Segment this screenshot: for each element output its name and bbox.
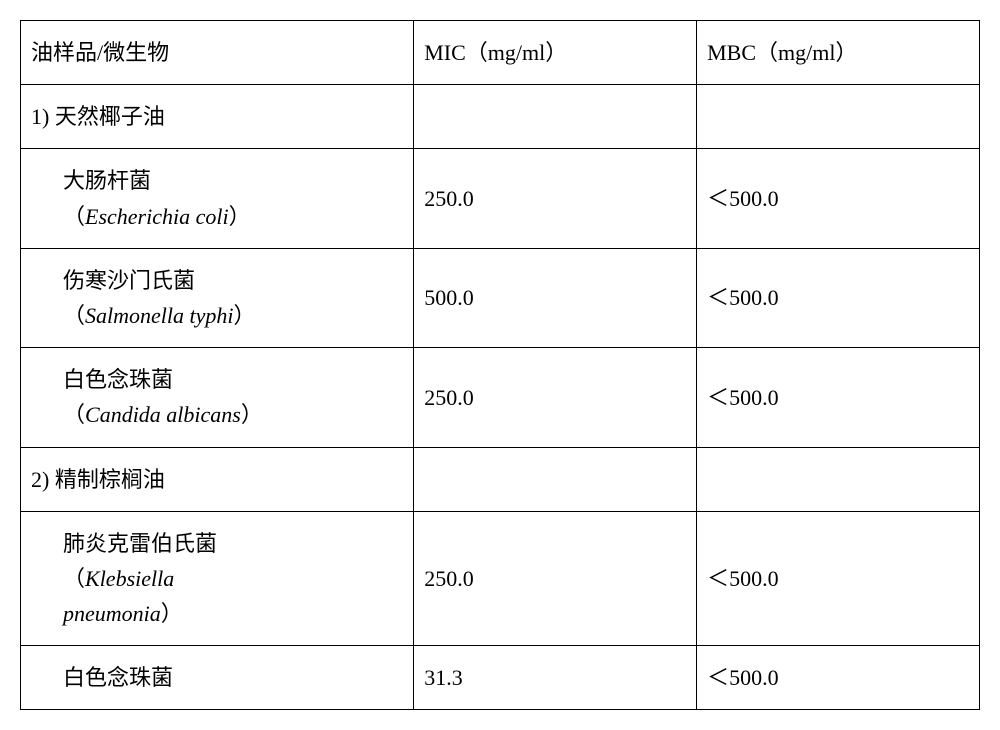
section-title: 2) 精制棕榈油 (31, 467, 165, 492)
organism-latin-close: ） (161, 601, 183, 626)
organism-latin-open: （ (63, 204, 85, 229)
organism-latin-2: pneumonia (63, 601, 161, 626)
data-table-container: 油样品/微生物 MIC（mg/ml） MBC（mg/ml） 1) 天然椰子油 大 (20, 20, 980, 710)
empty-cell (414, 85, 697, 149)
section-title: 1) 天然椰子油 (31, 104, 165, 129)
organism-latin-close: ） (234, 303, 256, 328)
mic-cell: 250.0 (414, 511, 697, 646)
organism-cn: 伤寒沙门氏菌 (63, 268, 195, 293)
header-cell-mic: MIC（mg/ml） (414, 21, 697, 85)
mbc-cell: ＜500.0 (697, 511, 980, 646)
organism-latin: Klebsiella (85, 566, 174, 591)
organism-latin-close: ） (229, 204, 251, 229)
empty-cell (414, 447, 697, 511)
organism-cell: 白色念珠菌 （Candida albicans） (21, 348, 414, 447)
mbc-value: ＜500.0 (707, 566, 779, 591)
mic-value: 500.0 (424, 285, 474, 310)
mbc-cell: ＜500.0 (697, 646, 980, 710)
table-row: 白色念珠菌 （Candida albicans） 250.0 ＜500.0 (21, 348, 980, 447)
section-row: 1) 天然椰子油 (21, 85, 980, 149)
mbc-value: ＜500.0 (707, 665, 779, 690)
organism-cell: 大肠杆菌 （Escherichia coli） (21, 149, 414, 248)
organism-latin: Candida albicans (85, 402, 241, 427)
section-title-cell: 2) 精制棕榈油 (21, 447, 414, 511)
organism-cn: 白色念珠菌 (63, 367, 173, 392)
antimicrobial-table: 油样品/微生物 MIC（mg/ml） MBC（mg/ml） 1) 天然椰子油 大 (20, 20, 980, 710)
mbc-value: ＜500.0 (707, 385, 779, 410)
mic-cell: 250.0 (414, 149, 697, 248)
mic-cell: 500.0 (414, 248, 697, 347)
mic-value: 250.0 (424, 186, 474, 211)
empty-cell (697, 447, 980, 511)
table-row: 伤寒沙门氏菌 （Salmonella typhi） 500.0 ＜500.0 (21, 248, 980, 347)
header-cell-mbc: MBC（mg/ml） (697, 21, 980, 85)
table-row: 白色念珠菌 31.3 ＜500.0 (21, 646, 980, 710)
mic-cell: 31.3 (414, 646, 697, 710)
mic-value: 250.0 (424, 566, 474, 591)
organism-latin: Salmonella typhi (85, 303, 233, 328)
organism-cn: 肺炎克雷伯氏菌 (63, 531, 217, 556)
organism-latin-open: （ (63, 303, 85, 328)
mic-value: 31.3 (424, 665, 463, 690)
mbc-cell: ＜500.0 (697, 348, 980, 447)
section-row: 2) 精制棕榈油 (21, 447, 980, 511)
organism-latin-close: ） (241, 402, 263, 427)
header-cell-sample: 油样品/微生物 (21, 21, 414, 85)
mbc-cell: ＜500.0 (697, 149, 980, 248)
organism-latin-open: （ (63, 566, 85, 591)
mbc-value: ＜500.0 (707, 285, 779, 310)
table-row: 肺炎克雷伯氏菌 （Klebsiella pneumonia） 250.0 ＜500… (21, 511, 980, 646)
organism-cell: 肺炎克雷伯氏菌 （Klebsiella pneumonia） (21, 511, 414, 646)
mbc-value: ＜500.0 (707, 186, 779, 211)
mbc-cell: ＜500.0 (697, 248, 980, 347)
section-title-cell: 1) 天然椰子油 (21, 85, 414, 149)
organism-latin: Escherichia coli (85, 204, 229, 229)
empty-cell (697, 85, 980, 149)
organism-cell: 白色念珠菌 (21, 646, 414, 710)
header-row: 油样品/微生物 MIC（mg/ml） MBC（mg/ml） (21, 21, 980, 85)
header-text: MBC（mg/ml） (707, 40, 857, 65)
mic-cell: 250.0 (414, 348, 697, 447)
header-text: MIC（mg/ml） (424, 40, 567, 65)
header-text: 油样品/微生物 (31, 40, 169, 65)
organism-cn: 大肠杆菌 (63, 168, 151, 193)
mic-value: 250.0 (424, 385, 474, 410)
organism-cell: 伤寒沙门氏菌 （Salmonella typhi） (21, 248, 414, 347)
organism-latin-open: （ (63, 402, 85, 427)
table-row: 大肠杆菌 （Escherichia coli） 250.0 ＜500.0 (21, 149, 980, 248)
table-body: 油样品/微生物 MIC（mg/ml） MBC（mg/ml） 1) 天然椰子油 大 (21, 21, 980, 710)
organism-cn: 白色念珠菌 (63, 665, 173, 690)
